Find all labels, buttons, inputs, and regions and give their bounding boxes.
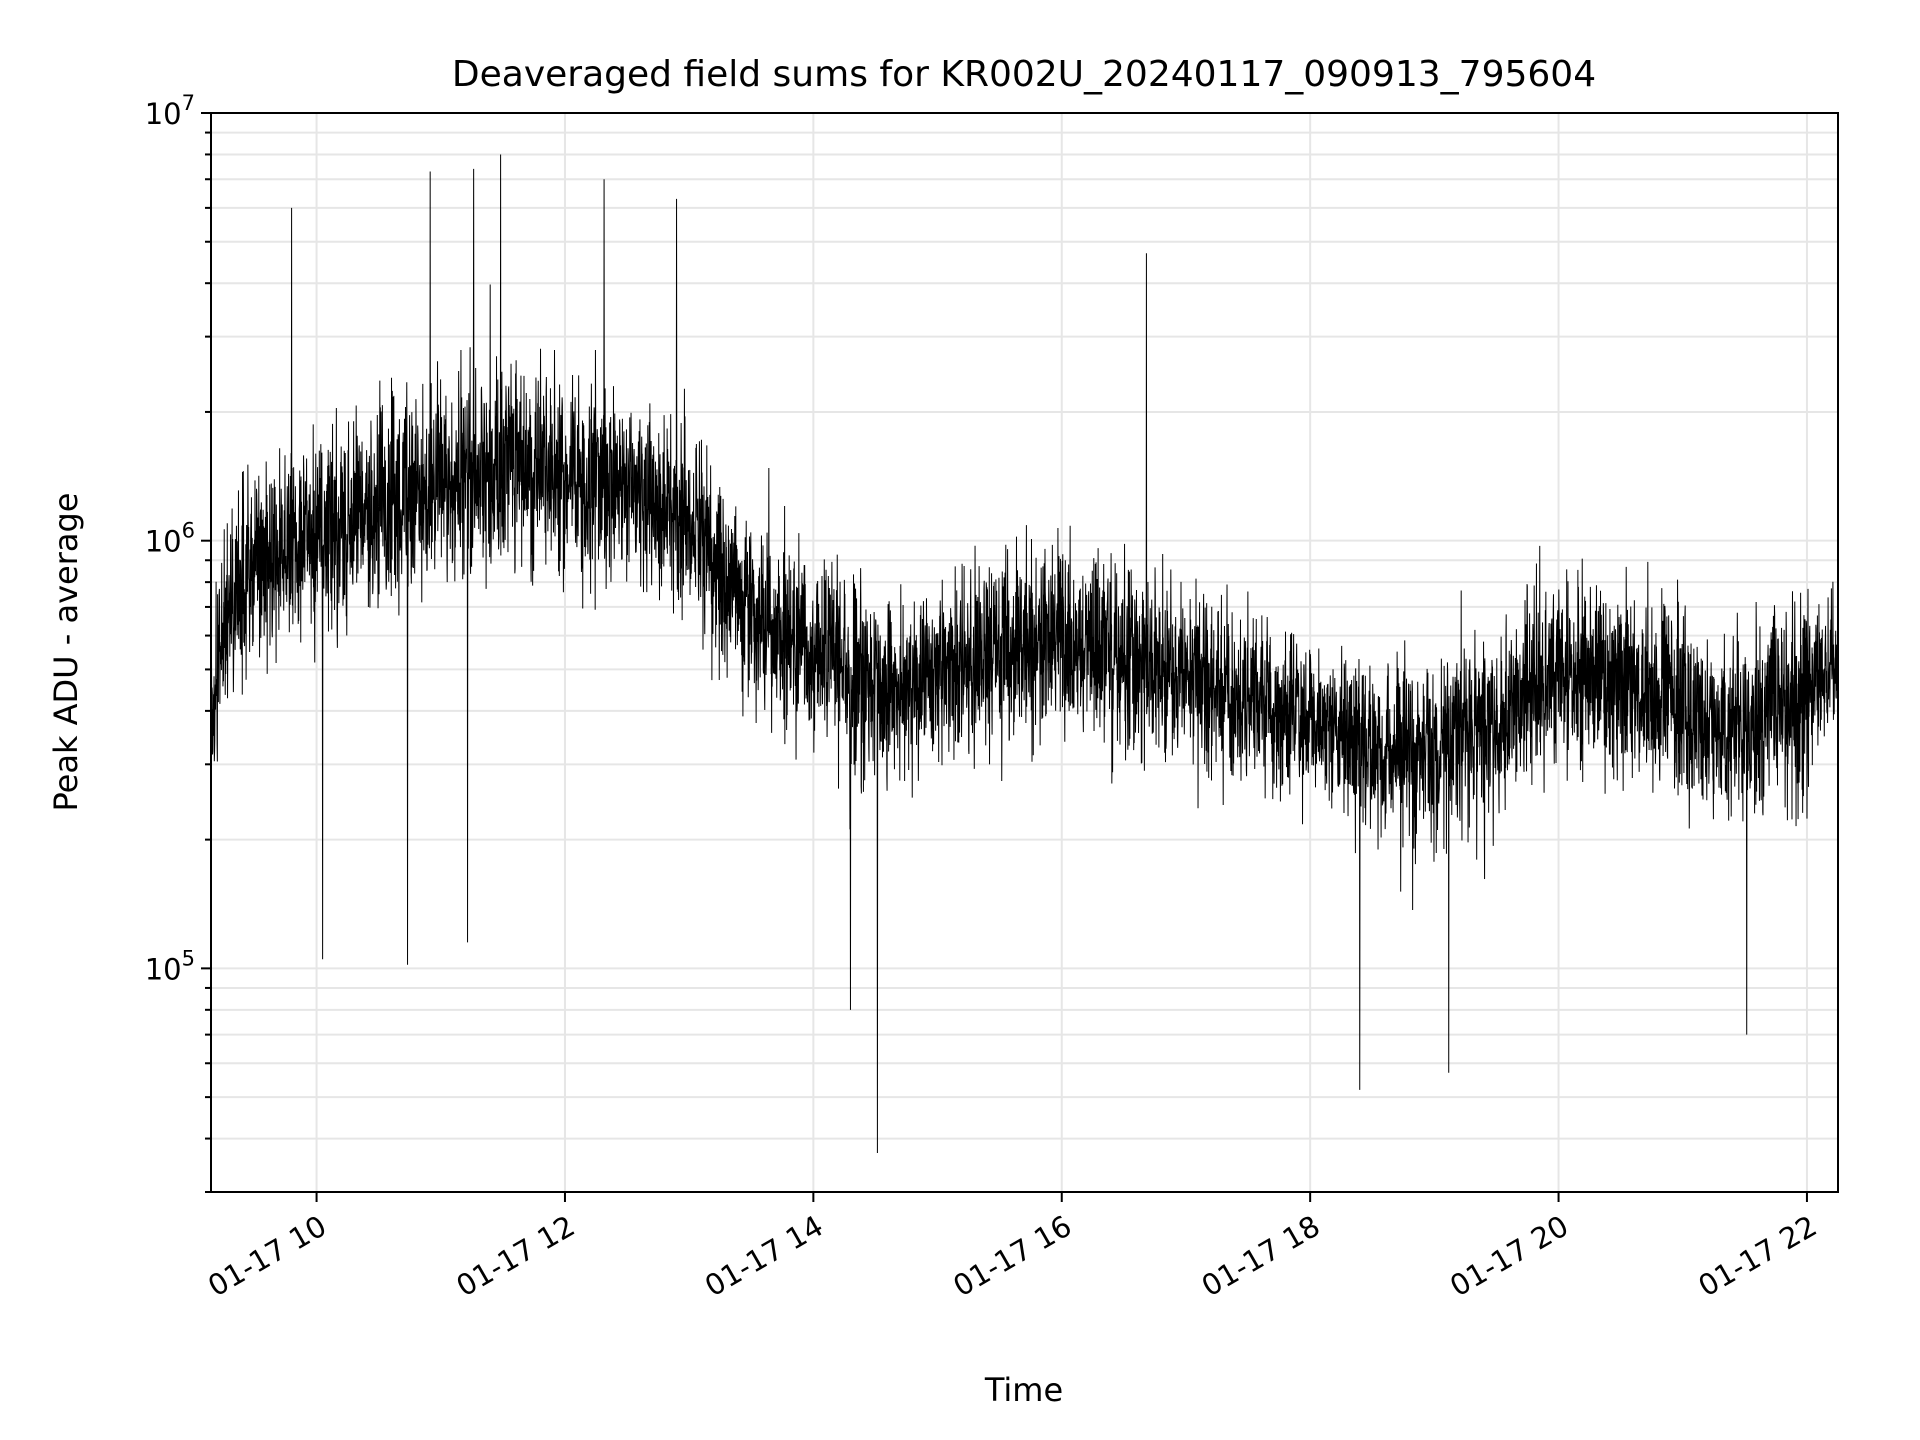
- chart-title: Deaveraged field sums for KR002U_2024011…: [452, 54, 1596, 95]
- plot-area: [210, 154, 1839, 1154]
- axes-frame: [210, 112, 1839, 1193]
- y-axis-label: Peak ADU - average: [47, 493, 85, 812]
- y-tick-label: 105: [145, 946, 195, 986]
- y-tick-label: 106: [145, 519, 195, 559]
- x-axis-label: Time: [984, 1371, 1063, 1409]
- series-line: [210, 154, 1839, 1154]
- y-axis: 105 106 107: [145, 91, 211, 1193]
- y-tick-label: 107: [145, 91, 195, 131]
